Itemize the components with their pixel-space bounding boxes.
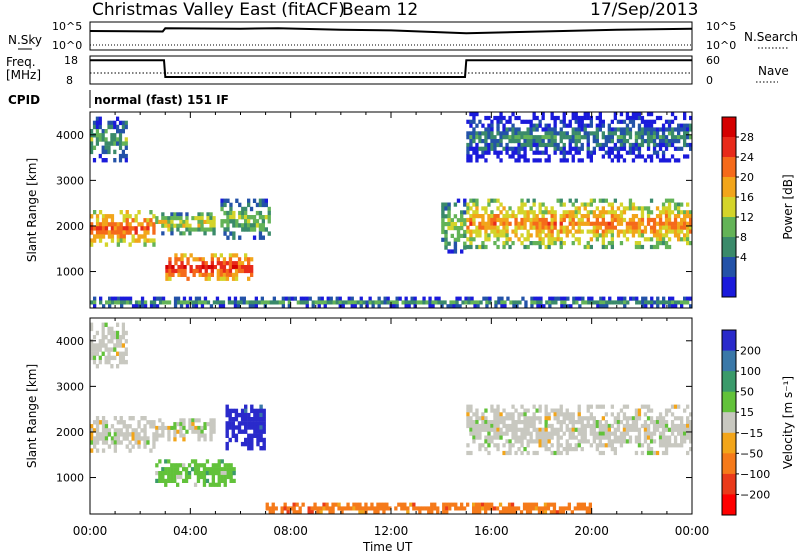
- colorbar-tick-label: 28: [740, 131, 754, 144]
- nsearch-label: N.Search: [744, 30, 798, 44]
- velocity-ytick-label: 1000: [56, 472, 84, 485]
- colorbar-swatch: [722, 177, 736, 198]
- nsky-panel-frame: [89, 21, 693, 51]
- colorbar-swatch: [722, 257, 736, 278]
- colorbar-tick-label: 16: [740, 191, 754, 204]
- power-ylabel: Slant Range [km]: [25, 158, 39, 262]
- nave-tick-bottom: 0: [706, 74, 713, 87]
- colorbar-tick-label: −100: [740, 468, 770, 481]
- velocity-ytick-label: 4000: [56, 335, 84, 348]
- time-tick-label: 16:00: [474, 524, 509, 538]
- colorbar-swatch: [722, 217, 736, 238]
- power-colorbar: 28 24 20 16 12 8 4 Power [dB]: [721, 116, 795, 298]
- colorbar-swatch: [722, 197, 736, 218]
- colorbar-tick-label: 4: [740, 251, 747, 264]
- colorbar-swatch: [722, 494, 736, 516]
- colorbar-swatch: [722, 391, 736, 413]
- freq-series-line: [90, 59, 692, 78]
- colorbar-swatch: [722, 330, 736, 351]
- power-ytick-label: 1000: [56, 266, 84, 279]
- colorbar-swatch: [722, 237, 736, 258]
- power-panel: 1000 2000 3000 4000 Slant Range [km]: [25, 111, 693, 309]
- nsearch-tick-bottom: 10^0: [706, 39, 736, 52]
- velocity-panel: 1000 2000 3000 4000 Slant Range [km]: [25, 317, 693, 515]
- colorbar-tick-label: −200: [740, 488, 770, 501]
- velocity-feature: [155, 459, 236, 487]
- nsky-tick-bottom: 10^0: [52, 39, 82, 52]
- cpid-value: normal (fast) 151 IF: [94, 93, 229, 107]
- power-ytick-label: 3000: [56, 174, 84, 187]
- colorbar-tick-label: −15: [740, 427, 763, 440]
- velocity-ytick-label: 3000: [56, 380, 84, 393]
- colorbar-swatch: [722, 350, 736, 372]
- power-feature: [90, 296, 693, 309]
- power-feature: [466, 112, 693, 163]
- power-ytick-label: 4000: [56, 129, 84, 142]
- colorbar-tick-label: 12: [740, 211, 754, 224]
- colorbar-tick-label: 100: [740, 365, 761, 378]
- time-tick-label: 20:00: [574, 524, 609, 538]
- colorbar-frame: [721, 116, 737, 298]
- colorbar-tick-label: 20: [740, 171, 754, 184]
- nave-tick-top: 60: [706, 54, 720, 67]
- velocity-feature: [265, 502, 592, 515]
- nsky-label: N.Sky: [8, 33, 42, 47]
- nsearch-tick-top: 10^5: [706, 20, 736, 33]
- colorbar-label: Velocity [m s⁻¹]: [781, 376, 795, 469]
- freq-panel-frame: [89, 55, 693, 85]
- time-tick-label: 00:00: [675, 524, 710, 538]
- power-feature: [466, 198, 693, 250]
- colorbar-tick-label: 24: [740, 151, 754, 164]
- velocity-ytick-label: 2000: [56, 426, 84, 439]
- velocity-colorbar: 200 100 50 15 −15 −50 −100 −200 Velocity [m s⁻¹]: [721, 329, 795, 516]
- freq-tick-top: 18: [64, 54, 78, 67]
- power-ytick-label: 2000: [56, 220, 84, 233]
- colorbar-label: Power [dB]: [781, 174, 795, 239]
- time-tick-label: 08:00: [273, 524, 308, 538]
- power-feature: [90, 116, 128, 163]
- nave-label: Nave: [758, 64, 789, 78]
- velocity-feature: [225, 404, 266, 451]
- colorbar-tick-label: 8: [740, 231, 747, 244]
- colorbar-swatch: [722, 137, 736, 158]
- colorbar-swatch: [722, 117, 736, 138]
- time-tick-label: 00:00: [73, 524, 108, 538]
- colorbar-swatch: [722, 432, 736, 454]
- colorbar-swatch: [722, 453, 736, 475]
- colorbar-swatch: [722, 157, 736, 178]
- power-feature: [165, 253, 254, 281]
- date-label: 17/Sep/2013: [590, 0, 698, 20]
- power-feature: [155, 212, 216, 236]
- power-feature: [220, 198, 271, 240]
- nsky-series-line: [89, 27, 693, 35]
- time-tick-label: 04:00: [173, 524, 208, 538]
- time-tick-label: 12:00: [374, 524, 409, 538]
- colorbar-swatch: [722, 277, 736, 298]
- colorbar-swatch: [722, 371, 736, 393]
- nsky-tick-top: 10^5: [52, 20, 82, 33]
- velocity-feature: [90, 322, 128, 369]
- colorbar-swatch: [722, 412, 736, 434]
- colorbar-tick-label: 200: [740, 345, 761, 358]
- power-feature: [90, 210, 156, 247]
- freq-tick-bottom: 8: [66, 74, 73, 87]
- colorbar-tick-label: 50: [740, 386, 754, 399]
- beam-label: Beam 12: [342, 0, 418, 20]
- time-axis: 00:00 04:00 08:00 12:00 16:00 20:00 00:00: [73, 524, 710, 538]
- velocity-feature: [90, 416, 156, 453]
- station-title: Christmas Valley East (fitACF): [92, 0, 345, 20]
- x-axis-label: Time UT: [362, 540, 413, 554]
- colorbar-tick-label: 15: [740, 406, 754, 419]
- cpid-label: CPID: [8, 93, 40, 107]
- freq-label-line1: Freq.: [6, 55, 36, 69]
- colorbar-swatch: [722, 473, 736, 495]
- power-feature: [441, 198, 467, 254]
- velocity-feature: [466, 404, 693, 456]
- freq-label-line2: [MHz]: [6, 68, 41, 82]
- colorbar-frame: [721, 329, 737, 516]
- velocity-feature: [155, 418, 216, 442]
- colorbar-tick-label: −50: [740, 447, 763, 460]
- velocity-ylabel: Slant Range [km]: [25, 364, 39, 468]
